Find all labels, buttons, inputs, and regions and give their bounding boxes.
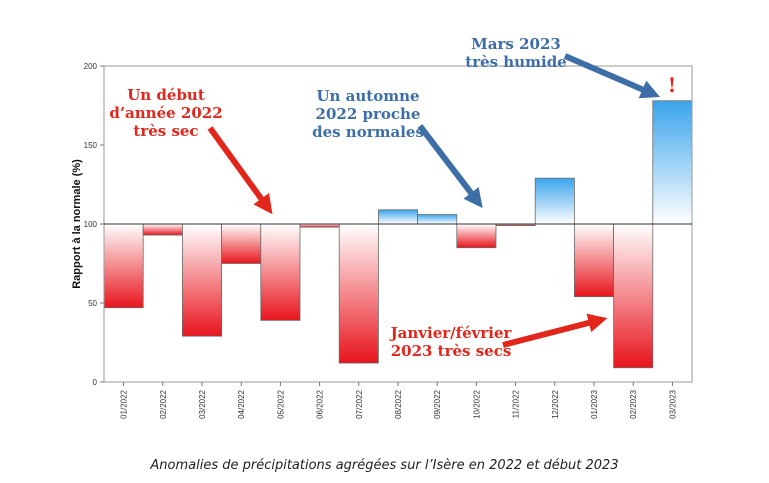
bars — [103, 100, 693, 369]
annotation-line: Mars 2023 — [471, 35, 561, 53]
arrow-autumn-2022 — [417, 124, 483, 209]
annotation-line: des normales — [312, 123, 424, 141]
y-tick-label: 50 — [88, 299, 97, 308]
annotation-line: Janvier/février — [389, 324, 513, 342]
y-tick-label: 100 — [84, 220, 98, 229]
y-tick-label: 150 — [84, 141, 98, 150]
bar — [613, 223, 654, 369]
x-tick-label: 10/2022 — [472, 389, 481, 418]
bar — [142, 223, 183, 236]
x-tick-label: 01/2022 — [120, 389, 129, 418]
annotation-line: Un début — [127, 86, 205, 104]
annotation-autumn-2022: Un automne 2022 proche des normales — [312, 87, 424, 141]
annotation-line: Un automne — [316, 87, 419, 105]
annotation-line: 2022 proche — [316, 105, 421, 123]
x-tick-label: 01/2023 — [590, 389, 599, 418]
annotation-line: très humide — [465, 53, 566, 71]
annotation-line: ! — [668, 73, 677, 97]
annotation-janfeb-2023: Janvier/février 2023 très secs — [389, 324, 513, 360]
arrow-early-2022 — [207, 126, 273, 215]
x-tick-label: 06/2022 — [316, 389, 325, 418]
annotation-early-2022: Un début d’année 2022 très sec — [109, 86, 222, 140]
bar — [534, 177, 575, 225]
x-tick-label: 02/2023 — [629, 389, 638, 418]
bar — [221, 223, 262, 264]
x-tick-labels: 01/2022 02/2022 03/2022 04/2022 05/2022 06/20… — [120, 389, 678, 418]
y-axis-label: Rapport à la normale (%) — [71, 159, 83, 289]
y-tick-labels: 0 50 100 150 200 — [84, 62, 98, 387]
x-tick-label: 04/2022 — [237, 389, 246, 418]
x-tick-label: 03/2023 — [668, 389, 677, 418]
bar — [181, 223, 222, 337]
bar — [417, 214, 458, 225]
bar — [338, 223, 379, 364]
x-tick-label: 07/2022 — [355, 389, 364, 418]
bar — [652, 100, 693, 225]
bar — [574, 223, 615, 298]
annotation-arrows — [207, 53, 661, 348]
annotation-line: très sec — [133, 122, 198, 140]
x-tick-label: 12/2022 — [551, 389, 560, 418]
y-tick-label: 0 — [93, 378, 98, 387]
arrow-march-2023 — [563, 53, 661, 99]
x-tick-label: 11/2022 — [512, 389, 521, 418]
x-tick-label: 08/2022 — [394, 389, 403, 418]
axes — [100, 65, 693, 386]
x-tick-label: 02/2022 — [159, 389, 168, 418]
annotation-march-2023: Mars 2023 très humide — [465, 35, 566, 71]
y-tick-label: 200 — [84, 62, 98, 71]
x-tick-label: 09/2022 — [433, 389, 442, 418]
annotation-exclamation: ! — [668, 73, 677, 97]
annotation-line: 2023 très secs — [391, 342, 512, 360]
x-tick-label: 03/2022 — [198, 389, 207, 418]
bar — [456, 223, 497, 249]
arrow-janfeb-2023 — [502, 313, 608, 348]
bar — [260, 223, 301, 321]
bar — [377, 209, 418, 225]
bar — [103, 223, 144, 309]
annotation-line: d’année 2022 — [109, 104, 222, 122]
figure-caption: Anomalies de précipitations agrégées sur… — [150, 458, 619, 473]
x-tick-label: 05/2022 — [276, 389, 285, 418]
